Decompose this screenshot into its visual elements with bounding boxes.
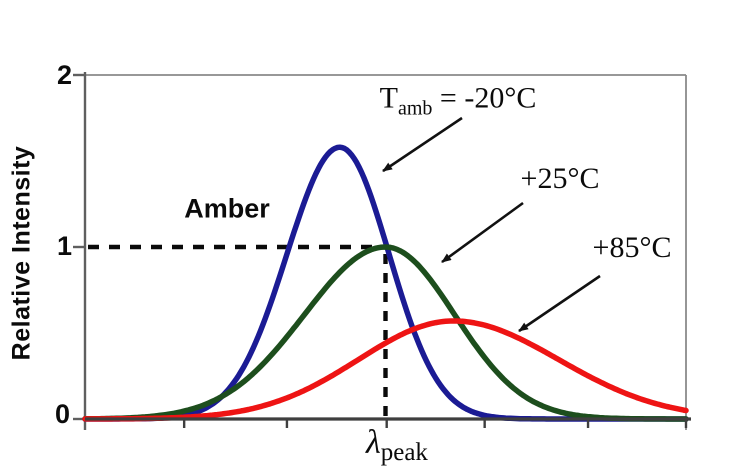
curve-plus85 xyxy=(82,318,689,422)
tamb-symbol: T xyxy=(379,81,398,115)
y-tick-label-0: 0 xyxy=(54,398,70,429)
y-tick-label-2: 2 xyxy=(56,59,72,90)
arrow-to-minus20-curve xyxy=(382,116,463,173)
series-name-label: Amber xyxy=(184,193,270,224)
tamb-subscript: amb xyxy=(397,97,433,120)
x-axis-peak-label: λpeak xyxy=(366,424,428,467)
annotation-plus25-label: +25°C xyxy=(520,162,600,195)
curve-plus25 xyxy=(82,244,689,422)
arrow-to-plus85-curve xyxy=(518,274,601,333)
tamb-value: = -20°C xyxy=(432,81,537,115)
x-axis-ticks xyxy=(182,419,688,428)
annotation-plus85-label: +85°C xyxy=(592,231,672,264)
dashed-guides xyxy=(88,244,388,418)
arrow-to-plus25-curve xyxy=(441,201,524,264)
lambda-subscript: peak xyxy=(380,439,428,466)
y-tick-label-1: 1 xyxy=(56,230,72,261)
annotation-minus20-label: Tamb = -20°C xyxy=(380,82,537,121)
lambda-symbol: λ xyxy=(366,424,381,461)
y-axis-ticks xyxy=(73,73,85,421)
annotation-arrows xyxy=(382,116,601,333)
